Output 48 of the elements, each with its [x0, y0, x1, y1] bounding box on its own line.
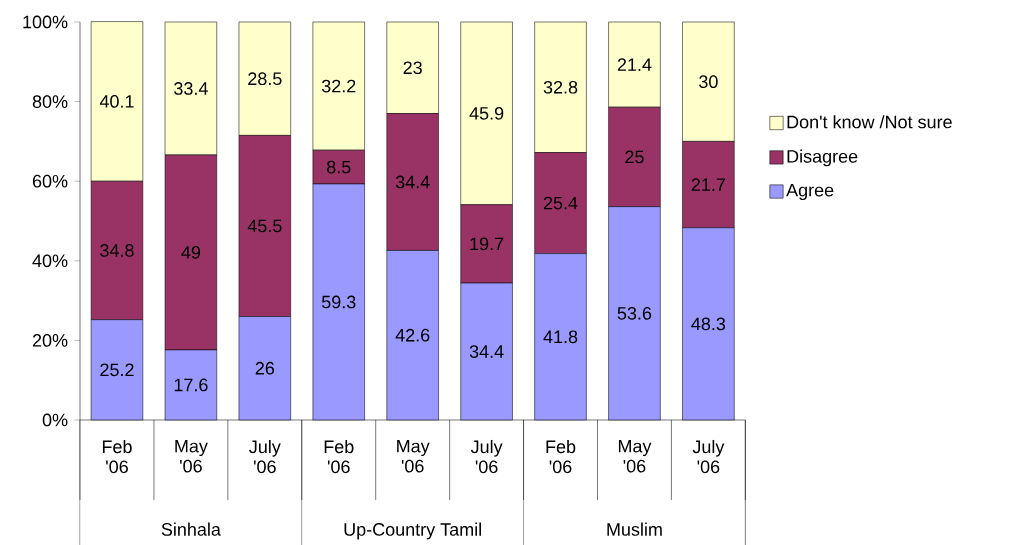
data-label: 21.4 — [617, 58, 652, 71]
y-tick-label: 20% — [32, 334, 68, 347]
y-tick-label: 100% — [23, 15, 68, 29]
data-label: 40.1 — [99, 95, 134, 108]
data-label: 8.5 — [327, 160, 351, 174]
data-label: 45.5 — [247, 219, 282, 233]
data-label: 59.3 — [321, 295, 356, 309]
data-label: 23 — [403, 61, 422, 75]
data-label: 17.6 — [174, 378, 208, 392]
x-tick-label: Feb '06 — [324, 439, 354, 474]
data-label: 53.6 — [617, 306, 652, 320]
data-label: 34.4 — [469, 345, 504, 358]
data-label: 48.3 — [691, 317, 726, 331]
data-label: 45.9 — [469, 106, 504, 120]
data-label: 19.7 — [470, 237, 504, 251]
data-label: 34.4 — [395, 175, 430, 189]
data-label: 41.8 — [543, 330, 578, 344]
data-label: 33.4 — [174, 82, 208, 95]
data-label: 32.8 — [543, 80, 578, 94]
data-label: 34.8 — [100, 244, 134, 257]
data-label: 21.7 — [691, 178, 725, 191]
data-label: 25 — [625, 150, 644, 164]
x-tick-label: May '06 — [175, 439, 208, 473]
legend-label: Disagree — [787, 149, 858, 167]
y-tick-label: 60% — [32, 174, 68, 188]
y-tick-label: 0% — [42, 413, 68, 427]
y-tick-label: 40% — [32, 254, 68, 268]
x-tick-label: Feb '06 — [102, 439, 132, 474]
data-label: 42.6 — [395, 328, 430, 342]
x-tick-label: May '06 — [618, 439, 652, 473]
data-label: 30 — [699, 75, 718, 89]
legend-label: Don't know /Not sure — [787, 115, 952, 129]
y-tick-label: 80% — [32, 95, 68, 108]
data-label: 25.4 — [543, 196, 578, 210]
x-tick-label: July '06 — [692, 439, 725, 474]
data-label: 32.2 — [321, 79, 356, 93]
text: Up-Country Tamil — [344, 522, 481, 540]
data-label: 28.5 — [248, 72, 282, 86]
data-label: 25.2 — [100, 363, 134, 377]
data-label: 26 — [255, 361, 275, 375]
x-tick-label: July '06 — [470, 439, 503, 474]
legend-label: Agree — [786, 183, 834, 201]
data-label: 49 — [181, 246, 201, 259]
x-tick-label: May '06 — [397, 439, 430, 473]
x-tick-label: July '06 — [249, 439, 281, 474]
text: Muslim — [607, 522, 662, 536]
text: Sinhala — [161, 522, 221, 536]
x-tick-label: Feb '06 — [546, 439, 576, 474]
